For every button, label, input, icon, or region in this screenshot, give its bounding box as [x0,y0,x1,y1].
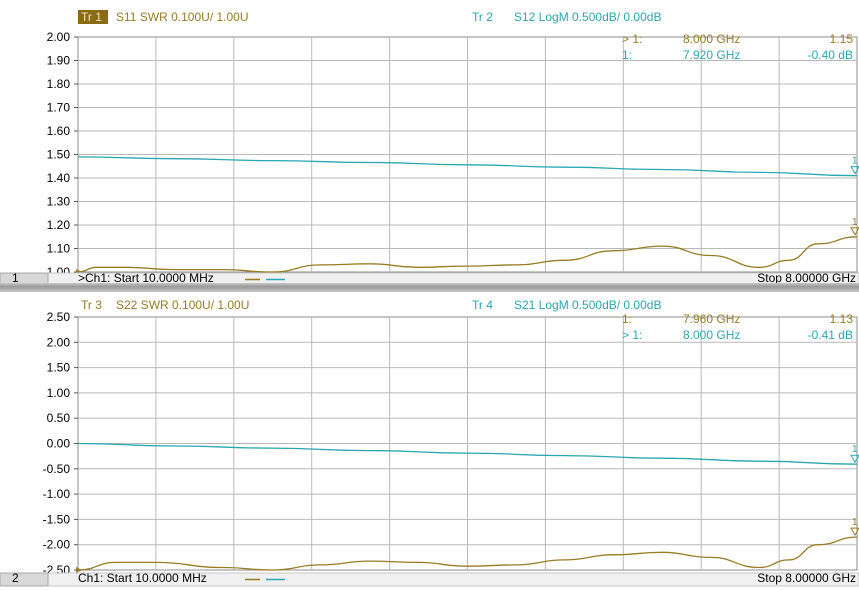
marker-label: 1 [852,156,858,167]
y-tick-label: 1.00 [47,386,71,400]
panel-divider[interactable] [0,283,859,292]
marker-value: 1.13 [830,312,854,326]
stop-frequency: Stop 8.00000 GHz [757,271,856,285]
marker-label: 1 [852,217,858,228]
trace-id: Tr 1 [81,10,102,24]
trace-badge [78,10,108,24]
reference-arrow [76,567,82,573]
chart-1-svg: 2.00 1.90 1.80 1.70 1.60 1.50 1.40 1.30 1.20 1.10… [0,10,859,287]
y-tick-label: 1.60 [47,124,71,138]
channel-panel-2: 2.50 2.00 1.50 1.00 0.50 0.00 -0.50 -1.00 -1.50 -… [0,292,859,590]
trace-param: S22 SWR 0.100U/ 1.00U [116,298,249,312]
trace-id: Tr 3 [81,298,102,312]
y-tick-label: 1.30 [47,195,71,209]
marker-frequency: 7.920 GHz [683,48,740,62]
y-tick-label: -1.50 [43,512,71,526]
y-tick-label: 1.40 [47,171,71,185]
marker-frequency: 8.000 GHz [683,328,740,342]
marker-number: 1: [622,48,632,62]
trace-id: Tr 2 [472,10,493,24]
y-tick-label: 1.10 [47,242,71,256]
series-line-1 [77,536,858,571]
marker-readout: > 1: 8.000 GHz -0.41 dB [622,328,853,342]
y-tick-label: 0.00 [47,437,71,451]
stop-frequency: Stop 8.00000 GHz [757,571,856,585]
trace-id: Tr 4 [472,298,493,312]
marker-value: 1.15 [830,32,854,46]
series-line-1 [77,236,858,273]
y-tick-label: 1.70 [47,101,71,115]
y-tick-label: 2.50 [47,310,71,324]
marker-label: 1 [852,517,858,528]
y-tick-label: 0.50 [47,411,71,425]
y-tick-label: -2.00 [43,538,71,552]
trace-label-tr4: Tr 4 S21 LogM 0.500dB/ 0.00dB [472,298,661,312]
y-tick-label: 1.50 [47,361,71,375]
marker-readout: > 1: 8.000 GHz 1.15 [622,32,853,46]
y-tick-label: -1.00 [43,487,71,501]
trace-label-tr2: Tr 2 S12 LogM 0.500dB/ 0.00dB [472,10,661,24]
y-tick-label: 1.80 [47,77,71,91]
trace-label-tr1: Tr 1 S11 SWR 0.100U/ 1.00U [78,10,249,24]
channel-number-box [0,572,49,587]
marker-frequency: 7.960 GHz [683,312,740,326]
channel-number: 1 [12,271,19,285]
y-tick-label: 2.00 [47,335,71,349]
chart-2-svg: 2.50 2.00 1.50 1.00 0.50 0.00 -0.50 -1.00 -1.50 -… [0,298,859,587]
marker-triangle [850,454,859,464]
y-tick-label: 1.90 [47,54,71,68]
channel-panel-1: 2.00 1.90 1.80 1.70 1.60 1.50 1.40 1.30 1.20 1.10… [0,0,859,290]
marker-readout: 1: 7.920 GHz -0.40 dB [622,48,853,62]
trace-param: S21 LogM 0.500dB/ 0.00dB [514,298,661,312]
marker-number: > 1: [622,32,642,46]
y-tick-label: -0.50 [43,462,71,476]
start-frequency: Ch1: Start 10.0000 MHz [78,571,207,585]
marker-value: -0.41 dB [808,328,853,342]
footer-bar [0,572,859,587]
y-tick-label: 1.20 [47,218,71,232]
marker-value: -0.40 dB [808,48,853,62]
marker-number: > 1: [622,328,642,342]
marker-triangle [850,227,859,236]
marker-triangle [850,527,859,537]
marker-frequency: 8.000 GHz [683,32,740,46]
start-frequency: >Ch1: Start 10.0000 MHz [78,271,214,285]
trace-param: S11 SWR 0.100U/ 1.00U [116,10,249,24]
channel-number: 2 [12,571,19,585]
marker-label: 1 [852,444,858,455]
y-tick-label: 1.50 [47,148,71,162]
y-tick-label: 2.00 [47,30,71,44]
series-line-2 [77,442,858,465]
series-line-2 [77,156,858,177]
trace-param: S12 LogM 0.500dB/ 0.00dB [514,10,661,24]
trace-label-tr3: Tr 3 S22 SWR 0.100U/ 1.00U [81,298,249,312]
marker-triangle [850,166,859,175]
marker-number: 1: [622,312,632,326]
marker-readout: 1: 7.960 GHz 1.13 [622,312,853,326]
